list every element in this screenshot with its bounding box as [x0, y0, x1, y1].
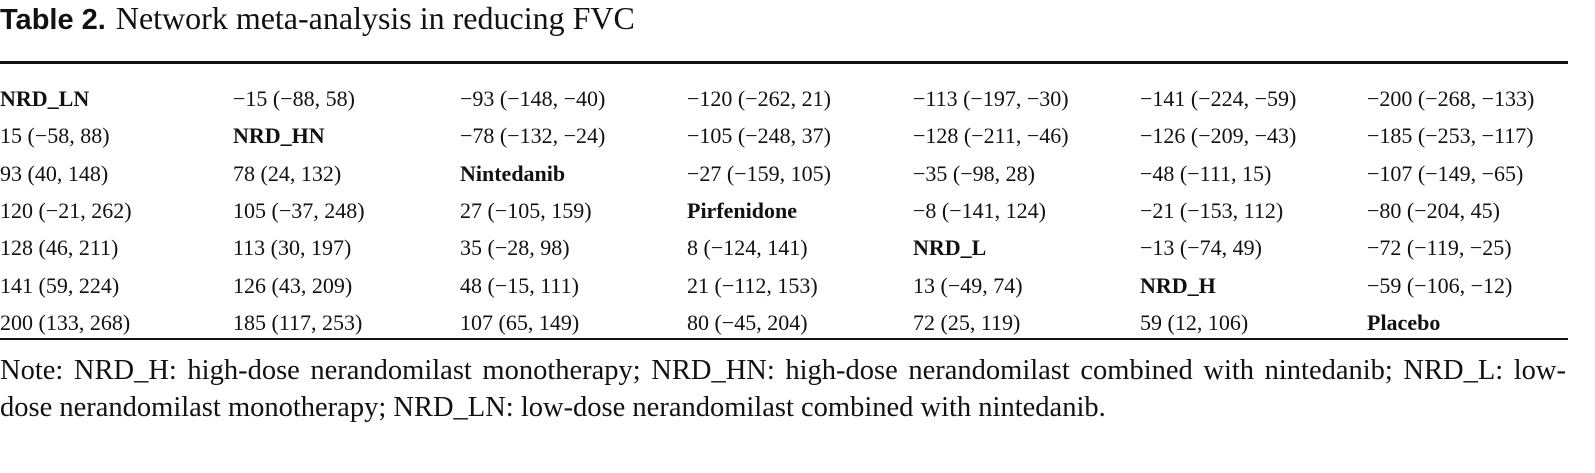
table-cell: −80 (−204, 45) [1367, 197, 1500, 223]
table-cell: −141 (−224, −59) [1140, 86, 1297, 111]
table-cell: 141 (59, 224) [0, 272, 120, 298]
table-cell: 113 (30, 197) [233, 235, 352, 261]
table-cell: −128 (−211, −46) [913, 123, 1069, 149]
treatment-label: NRD_H [1140, 272, 1216, 298]
table-cell: −35 (−98, 28) [913, 160, 1035, 186]
table-cell: −27 (−159, 105) [687, 160, 831, 186]
table-cell: −105 (−248, 37) [687, 123, 831, 149]
table-cell: 21 (−112, 153) [687, 272, 818, 298]
table-cell: 72 (25, 119) [913, 309, 1021, 335]
top-rule [0, 61, 1568, 64]
table-cell: −13 (−74, 49) [1140, 235, 1262, 261]
table-cell: 48 (−15, 111) [460, 272, 579, 298]
table-cell: 120 (−21, 262) [0, 197, 132, 223]
treatment-label: Placebo [1367, 309, 1441, 335]
table-cell: 126 (43, 209) [233, 272, 353, 298]
table-cell: −78 (−132, −24) [460, 123, 606, 149]
treatment-label: Pirfenidone [687, 197, 797, 223]
table-cell: 59 (12, 106) [1140, 309, 1249, 335]
treatment-label: NRD_LN [0, 86, 90, 111]
table-cell: −185 (−253, −117) [1367, 123, 1534, 149]
table-cell: 185 (117, 253) [233, 309, 363, 335]
caption-title: Network meta-analysis in reducing FVC [115, 0, 635, 36]
table-cell: −59 (−106, −12) [1367, 272, 1513, 298]
table-cell: −21 (−153, 112) [1140, 197, 1284, 223]
table-cell: 27 (−105, 159) [460, 197, 592, 223]
table-cell: 13 (−49, 74) [913, 272, 1023, 298]
caption: Table 2. Network meta-analysis in reducin… [0, 0, 635, 37]
treatment-label: Nintedanib [460, 160, 566, 186]
caption-label: Table 2. [0, 4, 106, 36]
table-note: Note: NRD_H: high-dose nerandomilast mon… [0, 355, 1566, 423]
treatment-label: NRD_L [913, 235, 987, 261]
table-cell: −8 (−141, 124) [913, 197, 1046, 223]
table-cell: 128 (46, 211) [0, 235, 119, 261]
table-cell: −48 (−111, 15) [1140, 160, 1272, 186]
table-cell: −126 (−209, −43) [1140, 123, 1297, 149]
table-cell: 80 (−45, 204) [687, 309, 808, 335]
table-cell: 200 (133, 268) [0, 309, 131, 335]
table-cell: 78 (24, 132) [233, 160, 342, 186]
table-cell: 107 (65, 149) [460, 309, 580, 335]
table-cell: 105 (−37, 248) [233, 197, 365, 223]
table-cell: −120 (−262, 21) [687, 86, 831, 111]
bottom-rule [0, 338, 1568, 340]
table-cell: 8 (−124, 141) [687, 235, 808, 261]
table-cell: −93 (−148, −40) [460, 86, 606, 111]
table-cell: 15 (−58, 88) [0, 123, 110, 149]
treatment-label: NRD_HN [233, 123, 325, 149]
table-cell: −15 (−88, 58) [233, 86, 355, 111]
table-cell: 35 (−28, 98) [460, 235, 570, 261]
table-cell: −200 (−268, −133) [1367, 86, 1535, 111]
table-cell: −107 (−149, −65) [1367, 160, 1524, 186]
table-cell: −113 (−197, −30) [913, 86, 1069, 111]
table-cell: 93 (40, 148) [0, 160, 109, 186]
table-cell: −72 (−119, −25) [1367, 235, 1512, 261]
